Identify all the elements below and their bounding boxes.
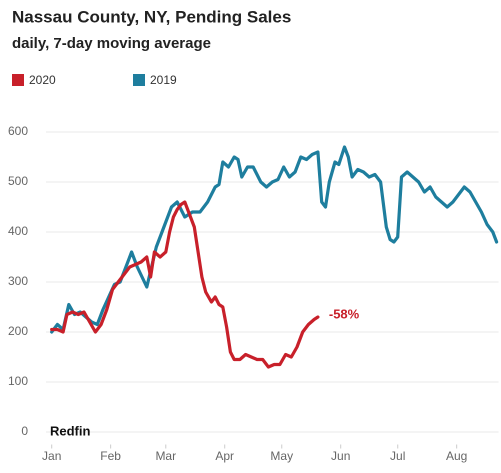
x-tick-label: Mar — [155, 449, 176, 463]
legend-swatch — [133, 74, 145, 86]
y-tick-label: 100 — [8, 374, 28, 388]
legend-swatch — [12, 74, 24, 86]
legend-label: 2020 — [29, 73, 56, 87]
line — [50, 200, 320, 369]
source: Redfin — [50, 423, 91, 438]
x-tick-label: Jan — [42, 449, 61, 463]
x-tick-label: Aug — [446, 449, 467, 463]
y-tick-label: 0 — [21, 424, 28, 438]
y-tick-label: 500 — [8, 174, 28, 188]
x-tick-label: Jul — [390, 449, 405, 463]
chart-title: Nassau County, NY, Pending Sales — [12, 7, 291, 26]
x-tick-label: May — [270, 449, 293, 463]
x-tick-label: Apr — [215, 449, 234, 463]
y-tick-label: 300 — [8, 274, 28, 288]
legend-label: 2019 — [150, 73, 177, 87]
x-tick-label: Jun — [331, 449, 350, 463]
y-tick-label: 600 — [8, 124, 28, 138]
x-tick-label: Feb — [100, 449, 121, 463]
chart-subtitle: daily, 7-day moving average — [12, 35, 211, 52]
y-tick-label: 200 — [8, 324, 28, 338]
annotation: -58% — [329, 306, 360, 321]
y-tick-label: 400 — [8, 224, 28, 238]
line — [50, 145, 499, 334]
